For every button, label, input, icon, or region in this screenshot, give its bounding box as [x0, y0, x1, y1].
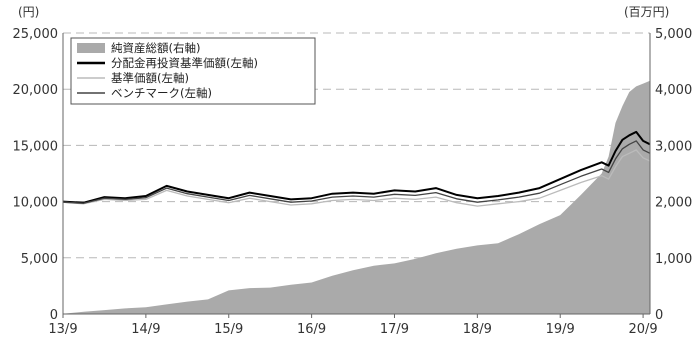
- legend-label: 純資産総額(右軸): [111, 41, 200, 55]
- x-axis-ticks: 13/9 14/9 15/9 16/9 17/9 18/9 19/9 20/9: [48, 314, 658, 337]
- right-tick-label: 1,000: [655, 252, 692, 267]
- series-area-net-assets: [63, 80, 650, 314]
- series-line-3: [62, 140, 651, 204]
- legend: 純資産総額(右軸)分配金再投資基準価額(左軸)基準価額(左軸)ベンチマーク(左軸…: [70, 37, 316, 105]
- left-tick-label: 0: [50, 308, 58, 323]
- x-tick-label: 13/9: [48, 322, 77, 337]
- legend-swatch: [77, 43, 105, 53]
- left-tick-label: 5,000: [21, 252, 58, 267]
- right-tick-label: 5,000: [655, 27, 692, 42]
- legend-label: ベンチマーク(左軸): [111, 86, 212, 100]
- right-tick-label: 4,000: [655, 83, 692, 98]
- legend-label: 分配金再投資基準価額(左軸): [111, 56, 258, 70]
- x-tick-label: 15/9: [214, 322, 243, 337]
- left-tick-label: 10,000: [13, 196, 59, 211]
- series-line-1: [62, 130, 651, 204]
- right-axis-unit: (百万円): [624, 5, 669, 19]
- area-layer: [63, 80, 650, 314]
- x-tick-label: 16/9: [297, 322, 326, 337]
- left-tick-label: 15,000: [13, 139, 59, 154]
- right-tick-label: 3,000: [655, 139, 692, 154]
- line-layer: [62, 130, 651, 207]
- left-tick-label: 25,000: [13, 27, 59, 42]
- right-tick-label: 2,000: [655, 196, 692, 211]
- x-tick-label: 19/9: [546, 322, 575, 337]
- x-tick-label: 17/9: [380, 322, 409, 337]
- left-axis-unit: (円): [18, 5, 39, 19]
- x-tick-label: 18/9: [463, 322, 492, 337]
- axes: [62, 33, 651, 315]
- right-tick-label: 0: [655, 308, 663, 323]
- series-line-2: [62, 149, 651, 207]
- x-tick-label: 20/9: [628, 322, 657, 337]
- legend-label: 基準価額(左軸): [111, 71, 189, 85]
- left-axis-ticks: 0 5,000 10,000 15,000 20,000 25,000: [13, 27, 59, 323]
- right-axis-ticks: 0 1,000 2,000 3,000 4,000 5,000: [655, 27, 692, 323]
- left-tick-label: 20,000: [13, 83, 59, 98]
- x-tick-label: 14/9: [131, 322, 160, 337]
- legend-box: [70, 37, 316, 105]
